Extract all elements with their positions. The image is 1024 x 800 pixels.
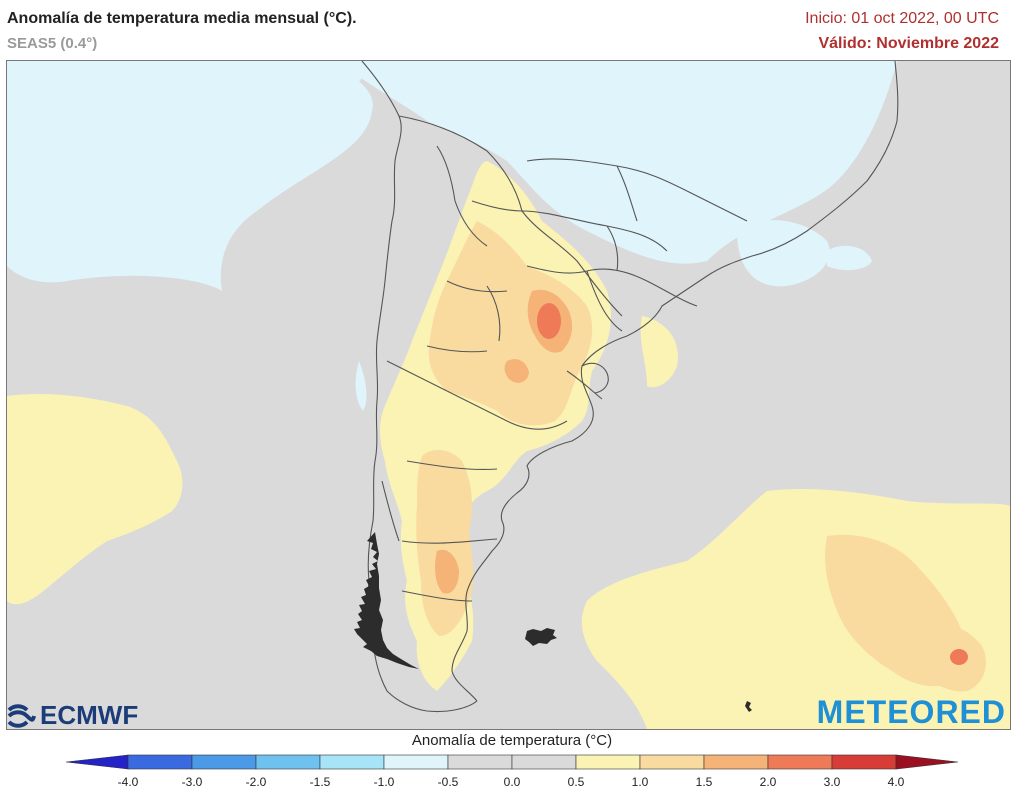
colorbar-tick-label: 0.0 (503, 775, 521, 789)
colorbar-tick-label: 4.0 (887, 775, 905, 789)
colorbar-tick-label: 1.0 (631, 775, 649, 789)
colorbar-tick-label: -0.5 (437, 775, 459, 789)
colorbar-tick-label: -1.5 (309, 775, 331, 789)
map-canvas (7, 61, 1010, 729)
colorbar-segment (575, 754, 641, 770)
colorbar-segment (383, 754, 449, 770)
colorbar-segment (255, 754, 321, 770)
ecmwf-emblem-icon (7, 703, 36, 728)
colorbar-segment (511, 754, 577, 770)
colorbar-segments (65, 754, 959, 770)
meteored-logo: METEORED (816, 694, 1006, 730)
colorbar (65, 754, 959, 770)
colorbar-tick-label: -3.0 (181, 775, 203, 789)
colorbar-tick-label: 0.5 (567, 775, 585, 789)
colorbar-tick-label: -4.0 (117, 775, 139, 789)
colorbar-segment (639, 754, 705, 770)
warm-anomaly-areas-high (435, 289, 573, 594)
colorbar-tick-label: 2.0 (759, 775, 777, 789)
colorbar-segment (767, 754, 833, 770)
colorbar-segment (447, 754, 513, 770)
colorbar-under-arrow (65, 754, 129, 770)
colorbar-over-arrow (895, 754, 959, 770)
colorbar-tick-label: -2.0 (245, 775, 267, 789)
colorbar-segment (703, 754, 769, 770)
cool-anomaly-areas (7, 61, 897, 411)
colorbar-segment (127, 754, 193, 770)
colorbar-tick-label: 3.0 (823, 775, 841, 789)
southern-islands (354, 532, 752, 712)
model-subtitle: SEAS5 (0.4°) (7, 35, 98, 52)
colorbar-tick-label: 1.5 (695, 775, 713, 789)
colorbar-segment (191, 754, 257, 770)
colorbar-segment (831, 754, 897, 770)
colorbar-title: Anomalía de temperatura (°C) (411, 732, 613, 749)
colorbar-segment (319, 754, 385, 770)
warm-anomaly-areas-mid (416, 221, 987, 692)
ecmwf-wordmark: ECMWF (40, 700, 139, 730)
anomaly-map (6, 60, 1011, 730)
valid-period: Válido: Noviembre 2022 (818, 35, 999, 52)
init-time: Inicio: 01 oct 2022, 00 UTC (805, 10, 999, 27)
ecmwf-logo: ECMWF (6, 700, 138, 731)
colorbar-tick-label: -1.0 (373, 775, 395, 789)
map-title: Anomalía de temperatura media mensual (°… (7, 10, 357, 27)
coastline-and-borders (361, 61, 899, 713)
warm-anomaly-hotspots (537, 303, 968, 665)
